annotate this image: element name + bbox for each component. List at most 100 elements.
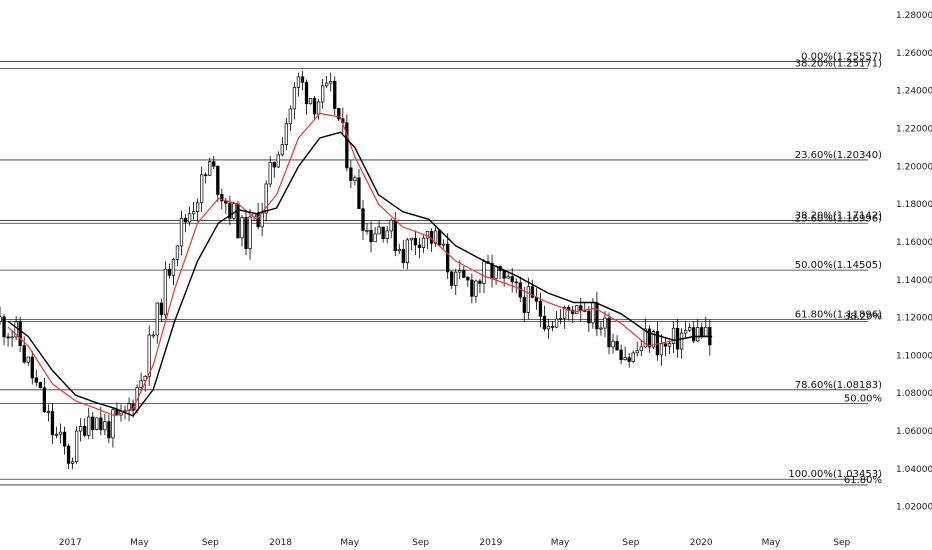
candle-body [54, 433, 59, 436]
candle-body [393, 219, 397, 252]
candle [325, 75, 329, 89]
candle-body [353, 177, 357, 181]
candle [320, 78, 325, 109]
candle [696, 318, 700, 343]
candle-body [494, 266, 498, 279]
candle [607, 312, 611, 355]
candle [357, 169, 361, 210]
candle [397, 244, 401, 255]
candle-body [575, 305, 579, 315]
fib-level-label-11: 61.80% [844, 475, 882, 486]
candle [663, 338, 668, 356]
candle-body [478, 280, 482, 284]
candle [268, 156, 272, 188]
candle [312, 96, 317, 120]
candle-body [0, 316, 2, 322]
candle [579, 297, 583, 322]
candle-body [631, 352, 635, 362]
candle-body [409, 237, 414, 241]
candle [558, 309, 563, 325]
candle-body [450, 271, 454, 286]
candle [599, 321, 603, 336]
candle [534, 288, 539, 310]
candle-body [619, 349, 623, 361]
candle [373, 226, 377, 243]
candle [575, 304, 579, 315]
candle-body [441, 243, 446, 246]
candle [615, 335, 619, 351]
y-tick-label-3: 1.22000 [896, 125, 932, 135]
candle-body [216, 165, 220, 195]
candle-body [502, 270, 506, 279]
candle-body [163, 268, 168, 316]
candle-body [607, 317, 611, 348]
candle-body [470, 279, 474, 297]
candle-body [611, 340, 615, 348]
candle-body [187, 213, 192, 223]
candle [470, 273, 474, 304]
x-tick-label-5: Sep [412, 538, 429, 548]
x-tick-label-8: Sep [622, 538, 639, 548]
candle-body [385, 230, 389, 239]
candle-body [325, 82, 329, 87]
candle-body [466, 276, 470, 281]
candle [583, 302, 587, 313]
candle-body [579, 305, 583, 311]
candle-body [18, 321, 22, 346]
candle [647, 325, 651, 353]
candle [353, 175, 357, 186]
candle-body [232, 203, 236, 219]
candle [95, 417, 99, 431]
candle [256, 202, 260, 230]
candle [631, 350, 635, 364]
candle-body [62, 431, 67, 447]
candle-body [151, 334, 155, 337]
candle-body [139, 380, 143, 388]
candle-body [333, 80, 337, 109]
candle [667, 340, 672, 354]
candle [655, 321, 660, 361]
candle [381, 226, 385, 243]
candle [30, 350, 34, 385]
candle [441, 239, 446, 249]
candle [300, 71, 305, 91]
candle [538, 292, 543, 328]
candle-body [688, 327, 692, 331]
candle-body [191, 211, 196, 215]
candle-body [413, 237, 418, 246]
candle [635, 341, 639, 357]
candle [651, 329, 656, 350]
y-tick-label-12: 1.04000 [896, 465, 932, 475]
candle [595, 291, 599, 337]
fib-level-label-2: 23.60%(1.20340) [795, 150, 882, 161]
candle [490, 254, 494, 288]
candle-body [683, 329, 688, 334]
candle-body [369, 230, 373, 243]
candle-body [179, 218, 184, 247]
candle-body [514, 281, 518, 284]
candle-body [506, 276, 510, 279]
candle [502, 270, 506, 287]
candle [437, 230, 442, 246]
candle-body [155, 302, 159, 336]
candle-body [425, 231, 430, 239]
candle-body [159, 302, 163, 316]
y-axis-ticks: 1.28000 1.26000 1.24000 1.22000 1.20000 1.180… [896, 11, 932, 513]
candle [619, 344, 623, 365]
candle-body [240, 217, 244, 239]
candle [276, 151, 280, 168]
candle [272, 161, 276, 178]
candle-body [651, 331, 656, 348]
candle-body [6, 336, 10, 339]
candle-body [99, 417, 103, 431]
candle-body [260, 212, 264, 228]
candle-body [349, 167, 353, 181]
candle-body [34, 377, 38, 383]
candle-body [679, 332, 684, 350]
candle [466, 275, 470, 287]
candle [103, 413, 107, 436]
candle-body [212, 161, 216, 167]
candle-body [208, 161, 212, 176]
candle-body [458, 270, 462, 273]
candle [675, 318, 680, 358]
